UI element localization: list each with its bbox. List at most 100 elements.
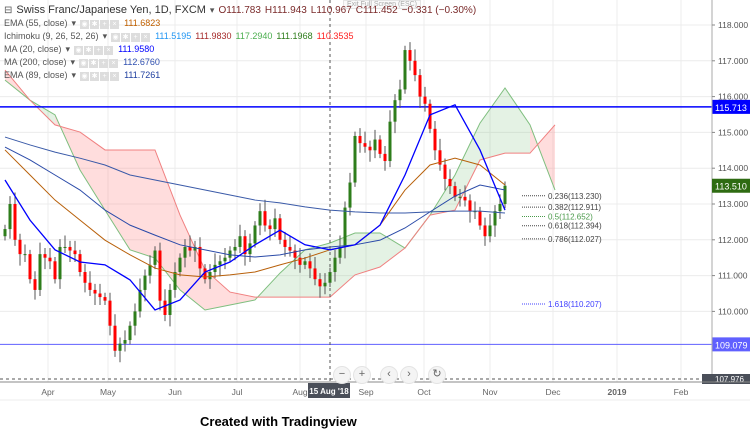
candle-body — [493, 211, 497, 226]
candle-body — [83, 272, 87, 283]
candle-body — [348, 182, 352, 208]
candle-body — [118, 343, 122, 351]
plus-icon[interactable]: + — [100, 20, 110, 29]
close-icon[interactable]: × — [141, 33, 151, 42]
candle-body — [233, 246, 237, 251]
plus-icon[interactable]: + — [94, 46, 104, 55]
candle-body — [33, 279, 37, 290]
symbol-row: ⊟ Swiss Franc/Japanese Yen, 1D, FXCM ▾ O… — [4, 4, 476, 17]
gear-icon[interactable]: ✱ — [121, 33, 131, 42]
candle-body — [453, 186, 457, 197]
time-tick-label: Jul — [232, 387, 243, 397]
candle-body — [308, 261, 312, 269]
zoom-out-button[interactable]: − — [333, 366, 351, 384]
eye-icon[interactable]: ◉ — [80, 72, 90, 81]
candle-body — [193, 246, 197, 251]
eye-icon[interactable]: ◉ — [79, 59, 89, 68]
indicator-label[interactable]: Ichimoku (9, 26, 52, 26) — [4, 31, 99, 41]
plus-icon[interactable]: + — [100, 72, 110, 81]
eye-icon[interactable]: ◉ — [111, 33, 121, 42]
eye-icon[interactable]: ◉ — [74, 46, 84, 55]
price-chart[interactable]: 115.713 109.079 0.236(113.230) 0.382(112.91… — [0, 0, 750, 402]
cursor-date-label-bg — [308, 383, 350, 398]
candle-body — [468, 200, 472, 212]
candle-body — [408, 50, 412, 61]
price-tick-label: 118.000 — [718, 20, 748, 30]
candle-body — [163, 300, 167, 315]
ichimoku-cloud-segment — [180, 215, 205, 310]
ichimoku-span-b-line — [4, 69, 556, 298]
reset-chart-button[interactable]: ↻ — [428, 366, 446, 384]
zoom-in-button[interactable]: + — [353, 366, 371, 384]
candle-body — [503, 185, 507, 204]
candle-body — [53, 261, 57, 280]
cursor-date-label: 15 Aug '18 — [309, 387, 349, 396]
chevron-down-icon[interactable]: ▾ — [209, 5, 215, 15]
price-label-bg — [712, 337, 750, 352]
candle-body — [108, 300, 112, 326]
indicator-label[interactable]: MA (200, close) — [4, 57, 67, 67]
chevron-down-icon[interactable]: ▾ — [71, 70, 77, 80]
candle-body — [478, 211, 482, 226]
ichimoku-cloud-segment — [480, 88, 505, 160]
candle-body — [393, 100, 397, 122]
candle-body — [338, 246, 342, 258]
candle-body — [388, 121, 392, 162]
candle-body — [103, 297, 107, 301]
price-tick-label: 114.000 — [718, 163, 748, 173]
time-tick-label: Jun — [168, 387, 182, 397]
chevron-down-icon[interactable]: ▾ — [71, 18, 77, 28]
close-icon[interactable]: × — [110, 20, 120, 29]
close-icon[interactable]: × — [110, 72, 120, 81]
gear-icon[interactable]: ✱ — [84, 46, 94, 55]
fib-level-label: 0.236(113.230) — [548, 192, 602, 201]
chevron-down-icon[interactable]: ▾ — [102, 31, 108, 41]
candle-body — [183, 246, 187, 258]
candle-body — [198, 246, 202, 269]
collapse-icon[interactable]: ⊟ — [4, 5, 13, 16]
indicator-label[interactable]: EMA (55, close) — [4, 18, 68, 28]
plus-icon[interactable]: + — [99, 59, 109, 68]
candle-body — [43, 254, 47, 258]
indicator-label[interactable]: EMA (89, close) — [4, 70, 68, 80]
fib-level-label: 0.382(112.911) — [548, 203, 601, 212]
plus-icon[interactable]: + — [131, 33, 141, 42]
candle-body — [448, 178, 452, 187]
candle-body — [303, 261, 307, 265]
ma200-line — [4, 136, 506, 214]
gear-icon[interactable]: ✱ — [90, 72, 100, 81]
indicator-legend-row: MA (200, close) ▾ ◉ ✱ + × 112.6760 — [4, 56, 476, 69]
time-tick-label: Oct — [417, 387, 431, 397]
indicator-label[interactable]: MA (20, close) — [4, 44, 62, 54]
scroll-forward-button[interactable]: › — [400, 366, 418, 384]
candle-body — [78, 254, 82, 273]
fib-level-label: 0.786(112.027) — [548, 235, 602, 244]
candle-body — [138, 289, 142, 312]
symbol-title[interactable]: Swiss Franc/Japanese Yen, 1D, FXCM — [16, 4, 206, 16]
candle-body — [18, 239, 22, 255]
ichimoku-cloud-segment — [380, 232, 405, 268]
ohlc-high: H111.943 — [264, 5, 307, 16]
exit-fullscreen-tooltip[interactable]: Exit Full Screen (ESC) — [343, 0, 422, 9]
candle-body — [173, 272, 177, 290]
candle-body — [203, 268, 207, 280]
chevron-down-icon[interactable]: ▾ — [70, 57, 76, 67]
eye-icon[interactable]: ◉ — [80, 20, 90, 29]
candle-body — [148, 264, 152, 276]
gear-icon[interactable]: ✱ — [90, 20, 100, 29]
close-icon[interactable]: × — [104, 46, 114, 55]
credit-text: Created with Tradingview — [200, 414, 357, 429]
ohlc-open: O111.783 — [218, 5, 261, 16]
candle-body — [438, 150, 442, 165]
scroll-back-button[interactable]: ‹ — [380, 366, 398, 384]
candle-body — [218, 261, 222, 265]
candle-body — [343, 207, 347, 247]
chevron-down-icon[interactable]: ▾ — [65, 44, 71, 54]
gear-icon[interactable]: ✱ — [89, 59, 99, 68]
ichimoku-span-a-line — [4, 79, 556, 311]
candle-body — [483, 225, 487, 237]
candle-body — [323, 282, 327, 287]
candle-body — [178, 257, 182, 273]
candle-body — [278, 218, 282, 240]
close-icon[interactable]: × — [109, 59, 119, 68]
